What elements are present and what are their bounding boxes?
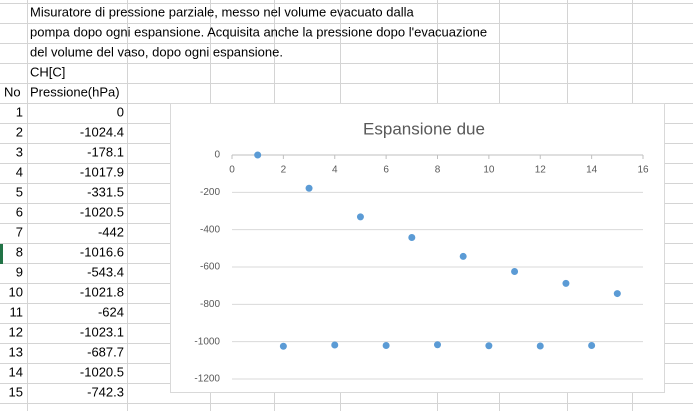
data-point (536, 342, 544, 350)
y-tick-label: -400 (200, 224, 220, 235)
header-cell: No (4, 84, 21, 99)
data-point (356, 213, 364, 221)
note-text: pompa dopo ogni espansione. Acquisita an… (30, 24, 487, 39)
pressure-cell: -1017.9 (80, 164, 124, 179)
data-point (613, 290, 621, 298)
x-tick-label: 10 (483, 165, 495, 176)
number-cell: 7 (16, 224, 23, 239)
data-point (562, 279, 570, 287)
pressure-cell: -1021.8 (80, 284, 124, 299)
x-tick-label: 2 (281, 165, 287, 176)
chart-area (170, 103, 665, 393)
number-cell: 3 (16, 144, 23, 159)
chart-title: Espansione due (363, 119, 485, 138)
x-tick-label: 12 (535, 165, 547, 176)
note-text: Misuratore di pressione parziale, messo … (30, 4, 414, 19)
y-tick-label: -200 (200, 187, 220, 198)
pressure-cell: -442 (98, 224, 124, 239)
data-point (511, 267, 519, 275)
note-text: CH[C] (30, 64, 65, 79)
x-tick-label: 6 (383, 165, 389, 176)
pressure-cell: -331.5 (87, 184, 124, 199)
data-point (382, 341, 390, 349)
x-tick-label: 0 (229, 165, 235, 176)
header-cell: Pressione(hPa) (30, 84, 120, 99)
pressure-cell: -1020.5 (80, 204, 124, 219)
data-point (408, 234, 416, 242)
x-tick-label: 16 (637, 165, 649, 176)
pressure-cell: -1023.1 (80, 324, 124, 339)
y-tick-label: -800 (200, 299, 220, 310)
pressure-cell: 0 (117, 104, 124, 119)
pressure-cell: -1024.4 (80, 124, 124, 139)
x-tick-label: 14 (586, 165, 598, 176)
number-cell: 12 (9, 324, 23, 339)
y-tick-label: -600 (200, 262, 220, 273)
x-tick-label: 4 (332, 165, 338, 176)
y-tick-label: 0 (214, 150, 220, 161)
pressure-cell: -1020.5 (80, 364, 124, 379)
number-cell: 4 (16, 164, 23, 179)
number-cell: 1 (16, 104, 23, 119)
y-tick-label: -1000 (194, 336, 220, 347)
number-cell: 14 (9, 364, 23, 379)
number-cell: 13 (9, 344, 23, 359)
x-tick-label: 8 (435, 165, 441, 176)
number-cell: 9 (16, 264, 23, 279)
data-point (434, 341, 441, 349)
pressure-cell: -1016.6 (80, 244, 124, 259)
note-text: del volume del vaso, dopo ogni espansion… (30, 44, 283, 59)
data-point (331, 341, 339, 349)
data-point (254, 151, 262, 159)
number-cell: 15 (9, 384, 23, 399)
pressure-cell: -543.4 (87, 264, 124, 279)
data-point (459, 252, 467, 260)
selected-row-marker (0, 244, 3, 264)
pressure-cell: -687.7 (87, 344, 124, 359)
number-cell: 11 (10, 304, 24, 319)
data-point (305, 184, 313, 192)
y-tick-label: -1200 (194, 374, 220, 385)
number-cell: 10 (9, 284, 23, 299)
pressure-cell: -624 (98, 304, 124, 319)
number-cell: 5 (16, 184, 23, 199)
data-point (485, 342, 493, 350)
pressure-cell: -742.3 (87, 384, 124, 399)
number-cell: 8 (16, 244, 23, 259)
pressure-cell: -178.1 (87, 144, 124, 159)
number-cell: 2 (16, 124, 23, 139)
number-cell: 6 (16, 204, 23, 219)
data-point (279, 342, 287, 350)
data-point (588, 341, 596, 349)
